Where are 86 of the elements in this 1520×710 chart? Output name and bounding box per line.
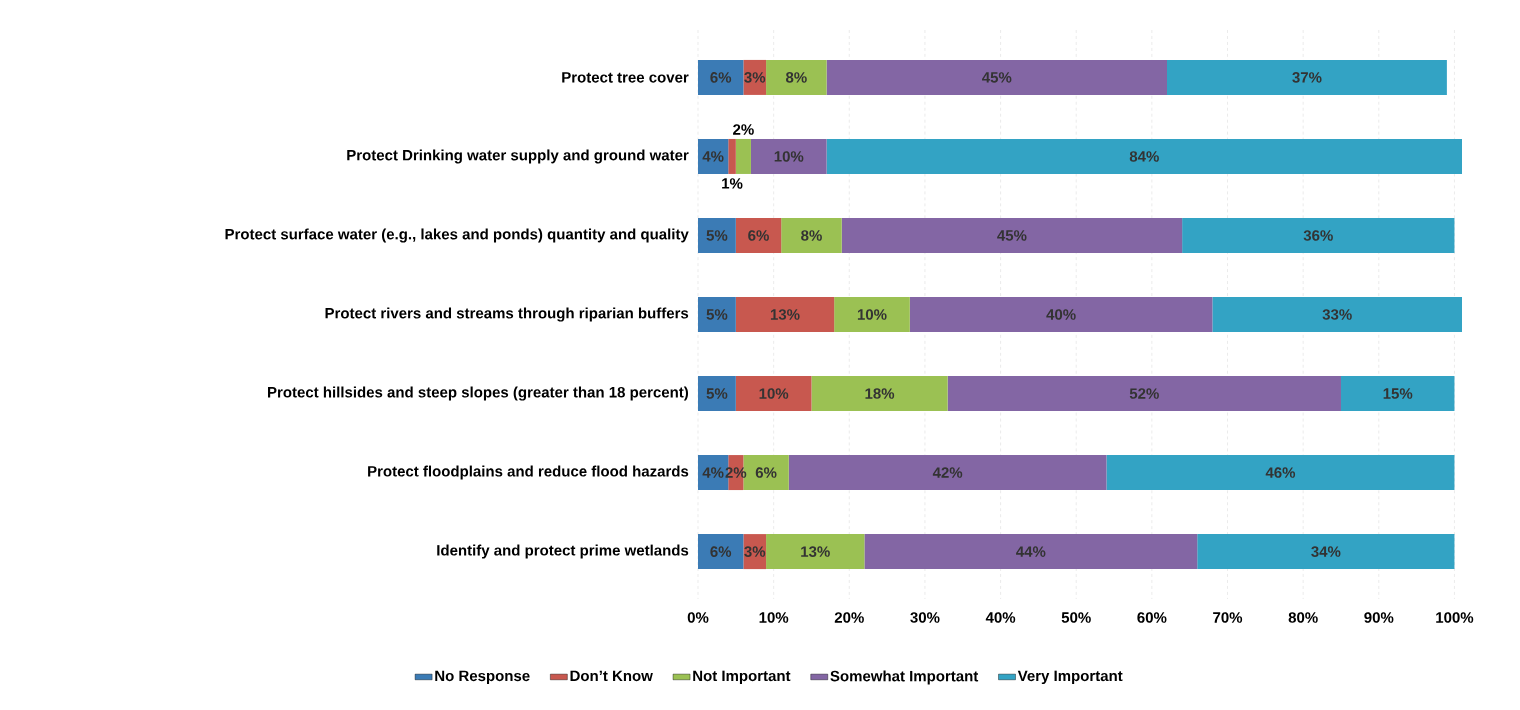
y-tick-label: Protect rivers and streams through riparian buffers xyxy=(325,307,689,322)
data-label: 10% xyxy=(759,388,789,399)
bar xyxy=(766,59,827,95)
data-label: 5% xyxy=(706,388,728,399)
data-label: 10% xyxy=(857,309,887,320)
data-label: 6% xyxy=(710,546,732,557)
y-tick-label: Protect Drinking water supply and ground water xyxy=(347,149,689,164)
legend-label: Not Important xyxy=(693,670,791,685)
bar xyxy=(864,534,1198,570)
data-label: 45% xyxy=(982,72,1012,83)
bar xyxy=(698,376,736,412)
legend-label: Don’t Know xyxy=(570,670,653,682)
legend-label: Very Important xyxy=(1017,670,1123,685)
bar xyxy=(841,217,1183,253)
data-label: 36% xyxy=(1303,230,1333,241)
data-label: 34% xyxy=(1311,546,1341,557)
data-label: 5% xyxy=(706,309,728,320)
x-tick-label: 30% xyxy=(910,612,940,623)
data-label: 4% xyxy=(702,467,724,478)
bar xyxy=(826,59,1167,95)
data-label: 2% xyxy=(733,124,754,135)
bar xyxy=(698,59,744,95)
bar xyxy=(735,376,812,412)
bar xyxy=(698,297,736,333)
bar xyxy=(826,138,1463,174)
bar xyxy=(1212,297,1463,333)
data-label: 84% xyxy=(1129,151,1159,162)
data-label: 8% xyxy=(785,72,807,83)
bar xyxy=(811,376,948,412)
data-label: 6% xyxy=(710,72,732,83)
data-label: 6% xyxy=(748,230,769,241)
data-label: 6% xyxy=(755,467,777,478)
bar xyxy=(1197,534,1455,570)
legend-label: Somewhat Important xyxy=(830,670,979,685)
data-label: 33% xyxy=(1322,309,1352,320)
bar xyxy=(735,297,835,333)
x-tick-label: 90% xyxy=(1364,612,1394,623)
legend-label: No Response xyxy=(435,670,530,685)
data-label: 4% xyxy=(702,151,724,162)
bar xyxy=(1106,455,1455,491)
data-label: 3% xyxy=(744,72,766,83)
y-tick-label: Protect tree cover xyxy=(562,72,689,83)
x-tick-label: 40% xyxy=(985,612,1016,623)
x-tick-label: 50% xyxy=(1061,612,1091,623)
data-label: 18% xyxy=(865,388,895,399)
bar xyxy=(834,297,910,333)
data-label: 37% xyxy=(1292,72,1322,83)
x-tick-label: 100% xyxy=(1436,612,1474,623)
x-tick-label: 80% xyxy=(1288,612,1318,623)
bar xyxy=(735,217,782,253)
x-tick-label: 0% xyxy=(687,612,709,623)
data-label: 44% xyxy=(1016,546,1046,557)
data-label: 13% xyxy=(770,309,800,320)
bar xyxy=(698,217,736,253)
data-label: 10% xyxy=(774,151,804,162)
data-label: 1% xyxy=(722,178,743,189)
bar xyxy=(698,534,744,570)
bar xyxy=(1167,59,1447,95)
x-tick-label: 10% xyxy=(759,612,789,623)
y-tick-label: Protect floodplains and reduce flood hazards xyxy=(368,465,689,480)
data-label: 8% xyxy=(801,230,822,241)
x-tick-label: 60% xyxy=(1137,612,1167,623)
bar xyxy=(781,217,842,253)
y-tick-label: Protect hillsides and steep slopes (greater than 18 percent) xyxy=(268,386,689,401)
bar xyxy=(1340,376,1455,412)
bar xyxy=(788,455,1107,491)
y-tick-label: Protect surface water (e.g., lakes and ponds) quantity and quality xyxy=(225,228,689,243)
data-label: 13% xyxy=(801,546,830,557)
bar xyxy=(1182,217,1455,253)
data-label: 3% xyxy=(744,546,766,557)
bar xyxy=(947,376,1341,412)
data-label: 42% xyxy=(932,467,963,478)
bar xyxy=(750,138,827,174)
bar xyxy=(766,534,865,570)
data-label: 52% xyxy=(1129,388,1159,399)
data-label: 45% xyxy=(997,230,1027,241)
bar xyxy=(909,297,1213,333)
bar xyxy=(735,138,751,174)
x-tick-label: 70% xyxy=(1213,612,1243,623)
y-tick-label: Identify and protect prime wetlands xyxy=(437,544,689,559)
data-label: 15% xyxy=(1383,388,1413,399)
x-tick-label: 20% xyxy=(834,612,864,623)
data-label: 40% xyxy=(1046,309,1076,320)
data-label: 5% xyxy=(706,230,728,241)
data-label: 46% xyxy=(1265,467,1296,478)
bar xyxy=(728,138,736,174)
